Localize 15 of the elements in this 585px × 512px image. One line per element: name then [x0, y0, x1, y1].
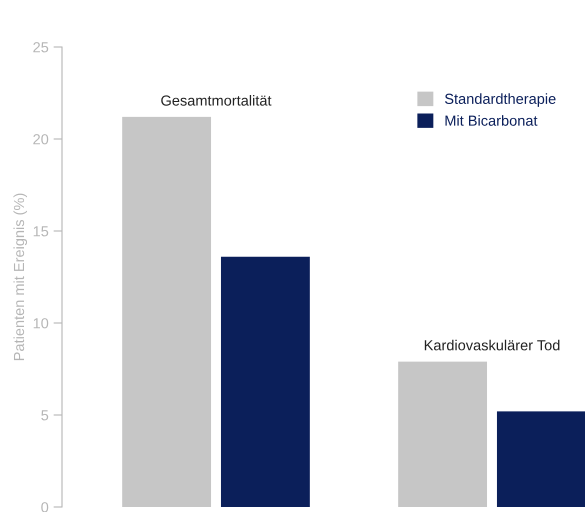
bar — [122, 116, 212, 507]
y-tick-label: 10 — [34, 318, 48, 328]
legend-label: Standardtherapie — [444, 93, 556, 107]
x-tick-label: Kardiovaskulärer Tod — [424, 340, 560, 350]
x-tick-label: Gesamtmortalität — [161, 94, 272, 106]
y-tick-label: 5 — [41, 410, 48, 420]
y-tick-label: 0 — [41, 502, 48, 512]
y-axis-title: Patienten mit Ereignis (%) — [13, 194, 28, 360]
y-tick-label: 25 — [33, 42, 48, 52]
bar — [398, 362, 488, 507]
y-tick-label: 20 — [33, 134, 48, 144]
bar — [496, 411, 585, 507]
legend-label: Mit Bicarbonat — [446, 115, 538, 126]
y-tick-label: 15 — [34, 226, 48, 236]
bar — [220, 256, 310, 507]
